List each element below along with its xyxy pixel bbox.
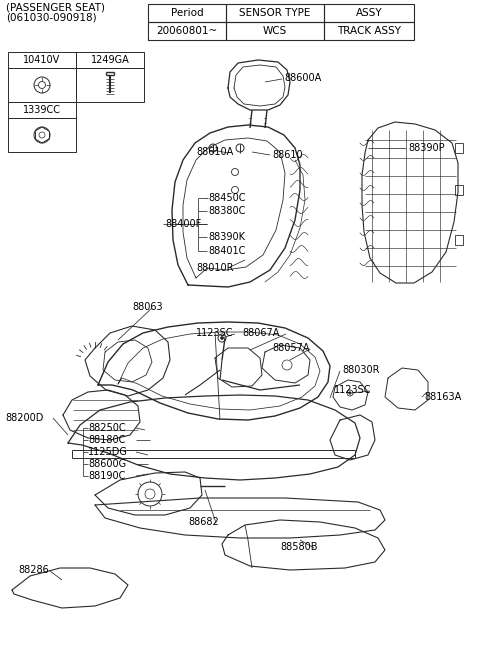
Text: 88063: 88063 (132, 302, 163, 312)
Text: 88200D: 88200D (5, 413, 43, 423)
Text: 88610A: 88610A (196, 147, 233, 157)
Text: ASSY: ASSY (356, 8, 382, 18)
Bar (76, 52, 144, 68)
Bar (8, 68, 76, 102)
Text: WCS: WCS (263, 26, 287, 36)
Text: 1123SC: 1123SC (334, 385, 372, 395)
Text: (PASSENGER SEAT): (PASSENGER SEAT) (6, 3, 105, 13)
Bar (8, 102, 76, 118)
Bar (324, 4, 414, 22)
Text: Period: Period (171, 8, 204, 18)
Bar (8, 52, 76, 68)
Text: 88286: 88286 (18, 565, 49, 575)
Text: 88190C: 88190C (88, 471, 125, 481)
Text: 88250C: 88250C (88, 423, 126, 433)
Text: 88180C: 88180C (88, 435, 125, 445)
Text: SENSOR TYPE: SENSOR TYPE (240, 8, 311, 18)
Text: 88610: 88610 (272, 150, 302, 160)
Circle shape (349, 392, 351, 394)
Text: 88450C: 88450C (208, 193, 245, 203)
Bar (455, 185, 463, 195)
Text: 88400F: 88400F (165, 219, 201, 229)
Bar (324, 22, 414, 40)
Text: 20060801~: 20060801~ (156, 26, 217, 36)
Text: 88057A: 88057A (272, 343, 310, 353)
Bar (226, 22, 324, 40)
Text: 1339CC: 1339CC (23, 105, 61, 115)
Text: (061030-090918): (061030-090918) (6, 13, 96, 23)
Text: 1123SC: 1123SC (196, 328, 233, 338)
Text: 88600A: 88600A (284, 73, 321, 83)
Text: 88600G: 88600G (88, 459, 126, 469)
Text: 88580B: 88580B (280, 542, 317, 552)
Bar (455, 235, 463, 245)
Text: 88682: 88682 (188, 517, 219, 527)
Text: 88390P: 88390P (408, 143, 444, 153)
Circle shape (220, 337, 224, 340)
Text: 88067A: 88067A (242, 328, 279, 338)
Bar (76, 68, 144, 102)
Text: 1125DG: 1125DG (88, 447, 128, 457)
Bar (148, 22, 226, 40)
Bar (8, 118, 76, 152)
Text: 88401C: 88401C (208, 246, 245, 256)
Text: 88163A: 88163A (424, 392, 461, 402)
Text: 88390K: 88390K (208, 232, 245, 242)
Bar (226, 4, 324, 22)
Text: 1249GA: 1249GA (91, 55, 130, 65)
Text: 88380C: 88380C (208, 206, 245, 216)
Bar (148, 4, 226, 22)
Text: TRACK ASSY: TRACK ASSY (337, 26, 401, 36)
Text: 88010R: 88010R (196, 263, 233, 273)
Text: 88030R: 88030R (342, 365, 380, 375)
Bar (455, 143, 463, 153)
Text: 10410V: 10410V (24, 55, 60, 65)
